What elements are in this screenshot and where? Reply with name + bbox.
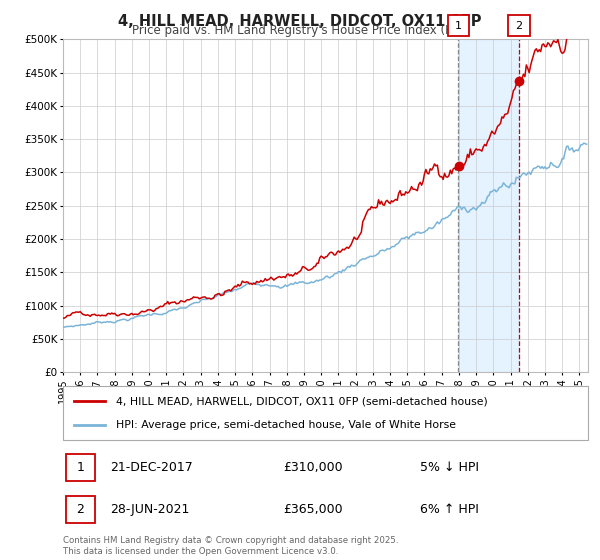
Text: £365,000: £365,000: [284, 503, 343, 516]
Text: 21-DEC-2017: 21-DEC-2017: [110, 461, 193, 474]
Text: 28-JUN-2021: 28-JUN-2021: [110, 503, 190, 516]
FancyBboxPatch shape: [63, 386, 588, 440]
Text: 5% ↓ HPI: 5% ↓ HPI: [420, 461, 479, 474]
Text: 2: 2: [76, 503, 84, 516]
Text: 2: 2: [515, 21, 523, 31]
Text: Contains HM Land Registry data © Crown copyright and database right 2025.
This d: Contains HM Land Registry data © Crown c…: [63, 536, 398, 556]
Text: £310,000: £310,000: [284, 461, 343, 474]
Text: 4, HILL MEAD, HARWELL, DIDCOT, OX11 0FP (semi-detached house): 4, HILL MEAD, HARWELL, DIDCOT, OX11 0FP …: [115, 396, 487, 407]
Text: HPI: Average price, semi-detached house, Vale of White Horse: HPI: Average price, semi-detached house,…: [115, 419, 455, 430]
Text: 1: 1: [455, 21, 462, 31]
FancyBboxPatch shape: [65, 454, 95, 481]
Bar: [458, 39, 519, 372]
FancyBboxPatch shape: [65, 496, 95, 523]
Text: 4, HILL MEAD, HARWELL, DIDCOT, OX11 0FP: 4, HILL MEAD, HARWELL, DIDCOT, OX11 0FP: [118, 14, 482, 29]
Text: 1: 1: [76, 461, 84, 474]
Text: 6% ↑ HPI: 6% ↑ HPI: [420, 503, 479, 516]
Text: Price paid vs. HM Land Registry's House Price Index (HPI): Price paid vs. HM Land Registry's House …: [131, 24, 469, 37]
